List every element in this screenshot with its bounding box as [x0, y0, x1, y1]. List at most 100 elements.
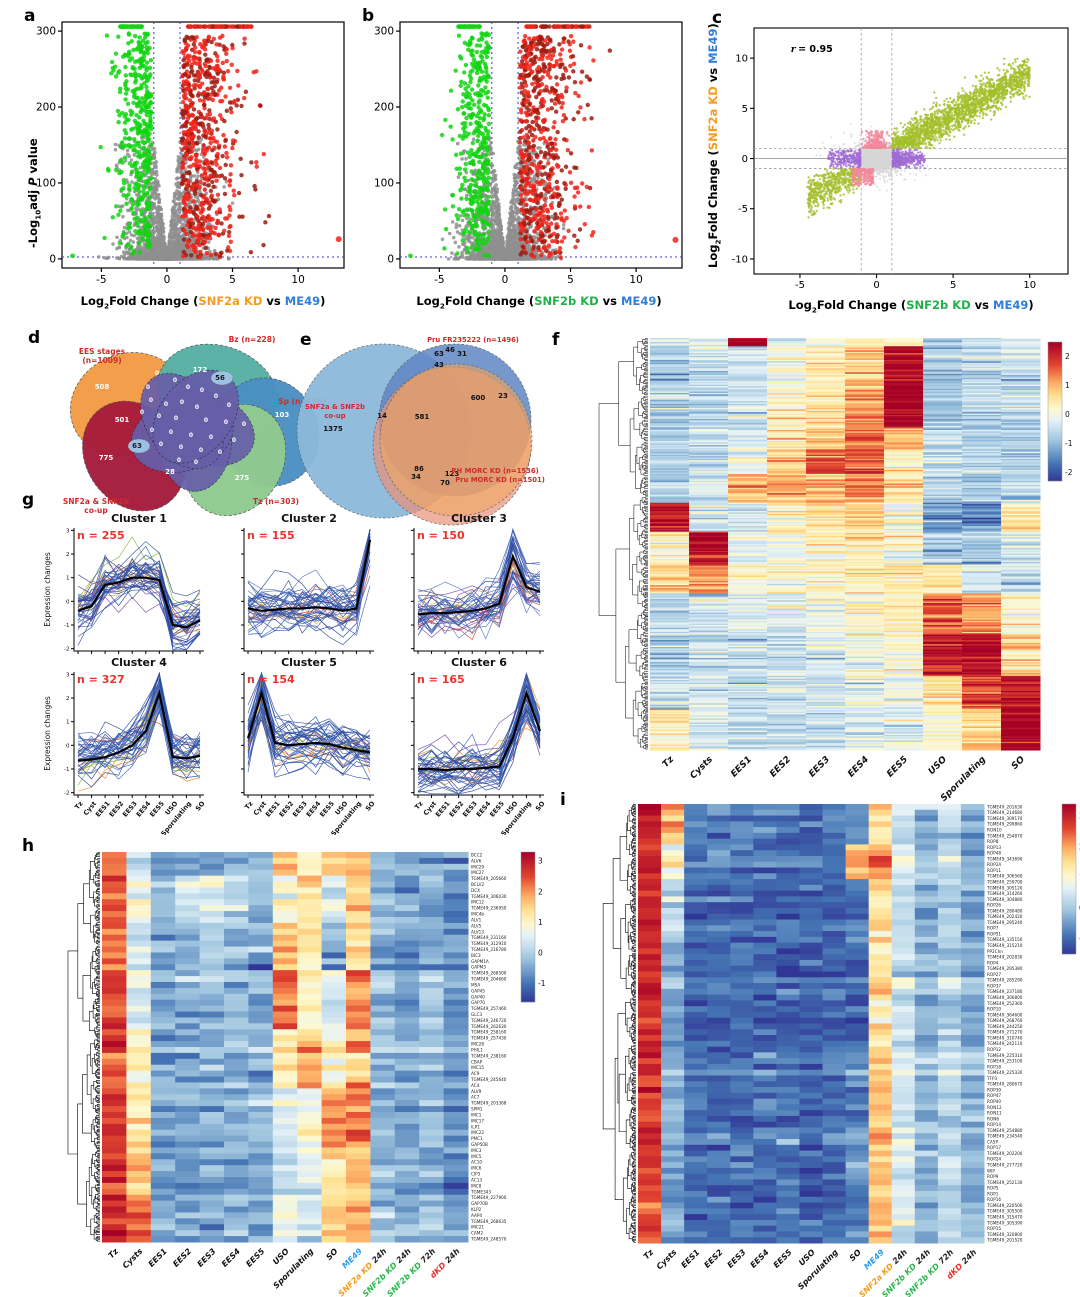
euler-count: 70 — [440, 479, 450, 487]
heatmap-developmental-stages — [548, 326, 1080, 810]
panel-label-e: e — [300, 330, 312, 350]
euler-count: 23 — [498, 392, 508, 400]
euler-count: 581 — [415, 413, 430, 421]
label-part: ME49 — [706, 28, 720, 64]
label-part: ME49 — [284, 294, 321, 308]
label-part: ) — [656, 294, 662, 308]
volcano-plot-snf2b — [352, 6, 688, 316]
label-part: vs — [598, 294, 622, 308]
label-part: 10 — [33, 209, 43, 220]
venn-zero-count: 0 — [214, 393, 218, 400]
panel-label-d: d — [28, 328, 41, 348]
panel-c-y-axis-label: Log2Fold Change (SNF2a KD vs ME49) — [706, 23, 722, 268]
venn-count: 508 — [95, 383, 110, 391]
venn-zero-count: 0 — [224, 419, 228, 426]
label-part: ) — [1028, 298, 1034, 312]
venn-zero-count: 0 — [227, 402, 231, 409]
venn-zero-count: 0 — [179, 444, 183, 451]
label-part: SNF2a KD — [198, 294, 263, 308]
venn-zero-count: 0 — [209, 434, 213, 441]
label-part: 2 — [811, 305, 817, 315]
label-part: Fold Change ( — [706, 150, 720, 240]
label-part: vs — [706, 63, 720, 87]
cluster-expression-line-plots — [22, 500, 562, 835]
venn-count: 103 — [275, 411, 290, 419]
venn-zero-count: 0 — [150, 427, 154, 434]
venn-zero-count: 0 — [186, 384, 190, 391]
euler-set-label: co-up — [324, 412, 345, 420]
venn-zero-count: 0 — [140, 409, 144, 416]
label-part: ) — [320, 294, 326, 308]
venn-zero-count: 0 — [149, 397, 153, 404]
heatmap-rop-genes — [556, 788, 1080, 1297]
label-part: 2 — [439, 301, 445, 311]
venn-count: 501 — [115, 416, 130, 424]
label-part: Fold Change ( — [816, 298, 907, 312]
euler-count: 63 — [434, 350, 444, 358]
panel-a-y-axis-label: -Log10adj P value — [26, 138, 42, 248]
venn-zero-count: 0 — [189, 432, 193, 439]
venn-zero-count: 0 — [146, 384, 150, 391]
panel-a-x-axis-label: Log2Fold Change (SNF2a KD vs ME49) — [68, 294, 338, 310]
venn-zero-count: 0 — [169, 429, 173, 436]
venn-zero-count: 0 — [194, 459, 198, 466]
venn-count: 172 — [193, 366, 208, 374]
heatmap-imc-genes — [16, 830, 566, 1297]
volcano-plot-snf2a — [14, 6, 350, 316]
label-part: -Log — [26, 219, 40, 248]
euler-set-label: SNF2a & SNF2b — [305, 403, 365, 411]
euler-count: 31 — [457, 350, 467, 358]
euler-count: 34 — [411, 473, 421, 481]
correlation-scatter-plot — [696, 6, 1080, 324]
label-part: P — [26, 177, 40, 186]
venn-count: 275 — [235, 474, 250, 482]
label-part: adj — [26, 185, 40, 210]
euler-set-label: RH MORC KD (n=1536) — [451, 467, 538, 475]
venn-zero-count: 0 — [155, 370, 159, 377]
venn-zero-count: 0 — [173, 377, 177, 384]
label-part: SNF2b KD — [534, 294, 599, 308]
label-part: vs — [262, 294, 285, 308]
venn-zero-count: 0 — [204, 417, 208, 424]
euler-set-label: Pru MORC KD (n=1501) — [455, 476, 545, 484]
label-part: Fold Change ( — [444, 294, 535, 308]
euler-set-circle — [379, 363, 533, 517]
label-part: Fold Change ( — [109, 294, 199, 308]
venn-count: 56 — [215, 374, 225, 382]
euler-set-label: Pru FR235222 (n=1496) — [427, 336, 519, 344]
label-part: Log — [706, 244, 720, 268]
panel-c-x-axis-label: Log2Fold Change (SNF2b KD vs ME49) — [776, 298, 1046, 314]
venn-set-label: (n=1009) — [82, 356, 121, 365]
venn-zero-count: 0 — [199, 447, 203, 454]
venn-zero-count: 0 — [232, 437, 236, 444]
label-part: value — [26, 138, 40, 178]
venn-zero-count: 0 — [157, 413, 161, 420]
label-part: 2 — [713, 239, 723, 245]
venn-zero-count: 0 — [159, 441, 163, 448]
venn-count-highlight — [127, 438, 151, 454]
label-part: Log — [788, 298, 812, 312]
euler-count: 86 — [414, 465, 424, 473]
label-part: ) — [706, 23, 720, 29]
venn-count: 775 — [99, 454, 114, 462]
venn-zero-count: 0 — [164, 401, 168, 408]
euler-count: 1375 — [323, 425, 343, 433]
label-part: SNF2b KD — [906, 298, 971, 312]
label-part: ME49 — [621, 294, 657, 308]
euler-count: 123 — [445, 470, 460, 478]
label-part: Log — [416, 294, 440, 308]
venn-count-highlight — [210, 370, 234, 386]
euler-count: 14 — [377, 412, 387, 420]
venn-zero-count: 0 — [200, 387, 204, 394]
venn-zero-count: 0 — [242, 421, 246, 428]
panel-b-x-axis-label: Log2Fold Change (SNF2b KD vs ME49) — [404, 294, 674, 310]
label-part: vs — [970, 298, 994, 312]
venn-zero-count: 0 — [218, 449, 222, 456]
venn-count: 63 — [132, 442, 142, 450]
venn-set-label: EES stages — [79, 347, 126, 356]
euler-count: 46 — [445, 346, 455, 354]
venn-zero-count: 0 — [174, 415, 178, 422]
